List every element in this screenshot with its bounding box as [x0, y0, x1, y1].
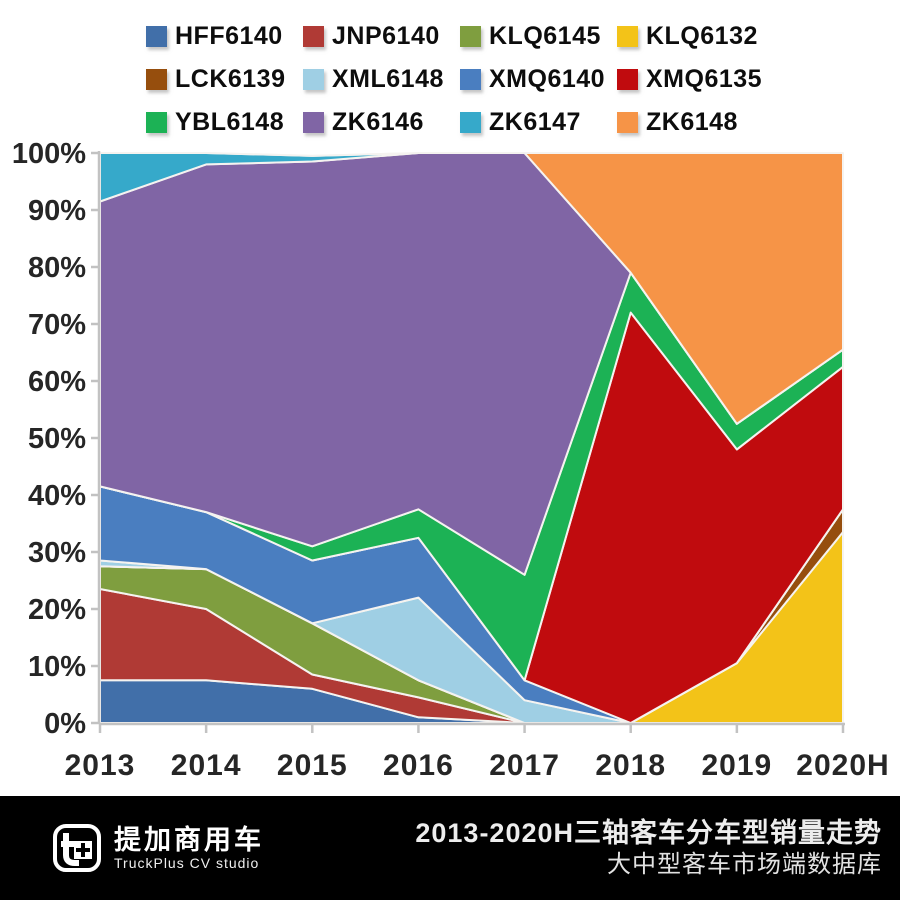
- legend: HFF6140 JNP6140 KLQ6145 KLQ6132 LCK6139 XML61…: [146, 20, 774, 138]
- legend-swatch-YBL6148: [146, 111, 167, 133]
- legend-item-ZK6148: ZK6148: [617, 106, 774, 138]
- footer-title: 2013-2020H三轴客车分车型销量走势 大中型客车市场端数据库: [415, 817, 882, 880]
- legend-label: LCK6139: [175, 64, 286, 93]
- legend-label: XMQ6140: [489, 64, 606, 93]
- legend-swatch-ZK6147: [460, 111, 481, 133]
- y-tick-label-80%: 80%: [28, 252, 86, 284]
- area-ZK6148: [99, 152, 844, 425]
- legend-item-HFF6140: HFF6140: [146, 20, 303, 52]
- legend-label: KLQ6132: [646, 21, 758, 50]
- footer-title-line1: 2013-2020H三轴客车分车型销量走势: [415, 817, 882, 848]
- truckplus-logo-icon: [53, 824, 101, 872]
- y-tick-label-20%: 20%: [28, 594, 86, 626]
- legend-swatch-KLQ6145: [460, 25, 481, 47]
- logo-text: 提加商用车 TruckPlus CV studio: [114, 825, 264, 872]
- footer-title-line2: 大中型客车市场端数据库: [607, 850, 882, 878]
- y-tick-label-40%: 40%: [28, 480, 86, 512]
- legend-swatch-XMQ6135: [617, 68, 638, 90]
- legend-swatch-LCK6139: [146, 68, 167, 90]
- x-tick-label-2016: 2016: [383, 749, 454, 782]
- logo-name-cn: 提加商用车: [114, 824, 264, 855]
- legend-item-KLQ6145: KLQ6145: [460, 20, 617, 52]
- y-tick-label-100%: 100%: [12, 138, 86, 170]
- x-tick-label-2020H: 2020H: [796, 749, 889, 782]
- legend-swatch-HFF6140: [146, 25, 167, 47]
- legend-label: KLQ6145: [489, 21, 601, 50]
- legend-item-XMQ6140: XMQ6140: [460, 63, 617, 95]
- x-tick-label-2017: 2017: [489, 749, 560, 782]
- x-tick-label-2014: 2014: [171, 749, 242, 782]
- legend-label: ZK6146: [332, 107, 424, 136]
- y-tick-label-50%: 50%: [28, 423, 86, 455]
- y-tick-label-0%: 0%: [44, 708, 86, 740]
- legend-label: ZK6148: [646, 107, 738, 136]
- y-tick-label-60%: 60%: [28, 366, 86, 398]
- legend-item-XML6148: XML6148: [303, 63, 460, 95]
- legend-swatch-XML6148: [303, 68, 324, 90]
- legend-swatch-ZK6148: [617, 111, 638, 133]
- y-tick-label-30%: 30%: [28, 537, 86, 569]
- y-tick-label-90%: 90%: [28, 195, 86, 227]
- legend-swatch-JNP6140: [303, 25, 324, 47]
- legend-label: HFF6140: [175, 21, 283, 50]
- legend-swatch-KLQ6132: [617, 25, 638, 47]
- x-tick-label-2018: 2018: [595, 749, 666, 782]
- footer-bar: 提加商用车 TruckPlus CV studio 2013-2020H三轴客车…: [0, 796, 900, 900]
- x-tick-label-2015: 2015: [277, 749, 348, 782]
- x-tick-label-2013: 2013: [65, 749, 136, 782]
- legend-label: JNP6140: [332, 21, 440, 50]
- legend-label: XML6148: [332, 64, 444, 93]
- logo-name-en: TruckPlus CV studio: [114, 854, 260, 871]
- legend-label: YBL6148: [175, 107, 285, 136]
- x-tick-label-2019: 2019: [701, 749, 772, 782]
- legend-item-XMQ6135: XMQ6135: [617, 63, 774, 95]
- legend-item-JNP6140: JNP6140: [303, 20, 460, 52]
- legend-item-ZK6147: ZK6147: [460, 106, 617, 138]
- legend-item-KLQ6132: KLQ6132: [617, 20, 774, 52]
- legend-item-LCK6139: LCK6139: [146, 63, 303, 95]
- legend-swatch-ZK6146: [303, 111, 324, 133]
- legend-item-ZK6146: ZK6146: [303, 106, 460, 138]
- legend-label: ZK6147: [489, 107, 581, 136]
- y-tick-label-10%: 10%: [28, 651, 86, 683]
- truckplus-logo: 提加商用车 TruckPlus CV studio: [52, 823, 264, 873]
- y-tick-label-70%: 70%: [28, 309, 86, 341]
- stacked-area-chart: 0% 10% 20% 30% 40% 50% 60% 70% 80% 90% 100% 2013 201…: [12, 138, 889, 782]
- legend-swatch-XMQ6140: [460, 68, 481, 90]
- legend-label: XMQ6135: [646, 64, 763, 93]
- legend-item-YBL6148: YBL6148: [146, 106, 303, 138]
